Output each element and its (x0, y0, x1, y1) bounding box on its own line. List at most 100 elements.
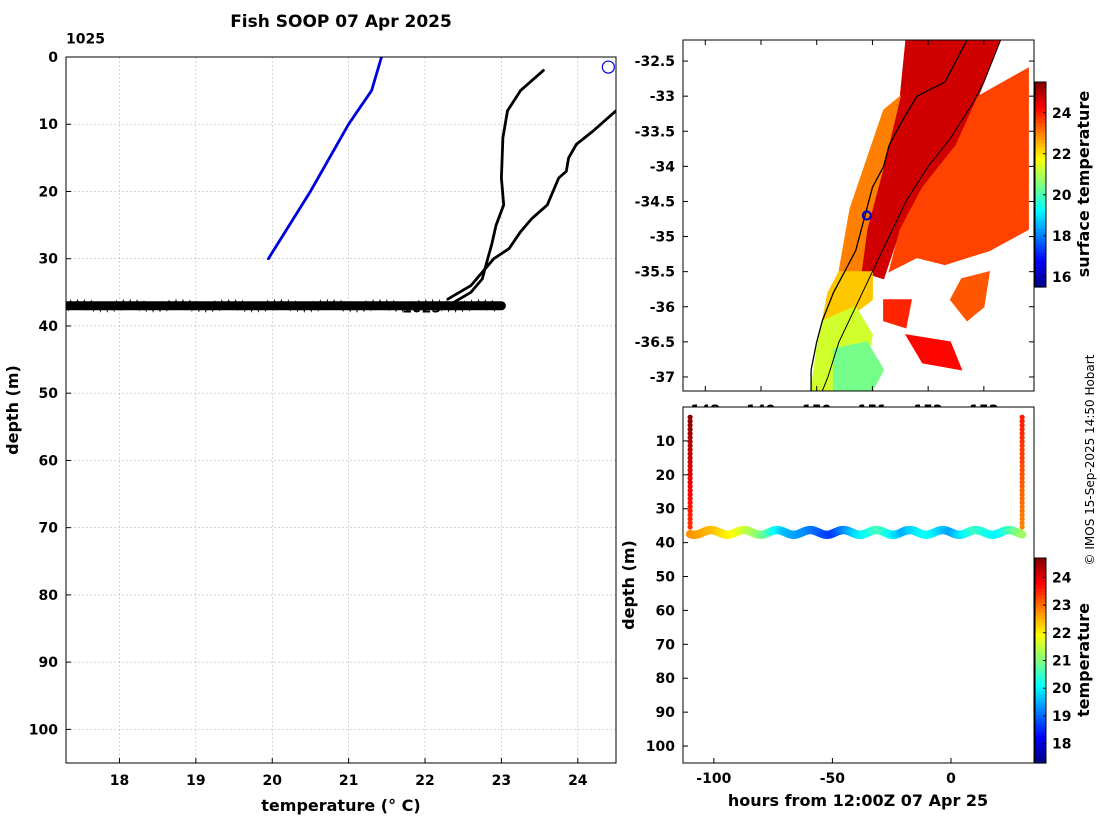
y-tick-label: 90 (39, 655, 59, 671)
profile-sample-point (1019, 487, 1025, 494)
profile-sample-point (687, 451, 693, 457)
ts-colorbar-swatch (1035, 646, 1046, 651)
map-colorbar-swatch (1035, 116, 1046, 121)
map-colorbar: 16 18 20 22 24 (1034, 81, 1072, 288)
map-colorbar-swatch (1035, 259, 1046, 264)
profile-sample-point (1019, 455, 1025, 461)
ts-y-tick-label: 60 (656, 603, 676, 619)
y-tick-label: 40 (39, 319, 59, 335)
map-colorbar-swatch (1035, 160, 1046, 165)
map-colorbar-swatch (1035, 205, 1046, 210)
profile-sample-point (1019, 463, 1025, 469)
profile-sample-point (687, 504, 693, 510)
ts-colorbar-swatch (1035, 725, 1046, 730)
profile-sample-point (687, 414, 693, 420)
map-colorbar-swatch (1035, 256, 1046, 261)
map-colorbar-swatch (1035, 88, 1046, 93)
profile-sample-point (1019, 434, 1025, 441)
map-colorbar-swatch (1035, 143, 1046, 148)
profile-sample-point (1019, 467, 1025, 473)
map-colorbar-swatch (1035, 218, 1046, 223)
profile-sample-point (1019, 475, 1025, 481)
profile-sample-point (687, 479, 693, 485)
profile-frame (65, 56, 617, 764)
map-colorbar-swatch (1035, 112, 1046, 117)
map-colorbar-swatch (1035, 177, 1046, 182)
ts-colorbar-swatch (1035, 660, 1046, 665)
map-colorbar-swatch (1035, 194, 1046, 199)
profile-sample-point (687, 430, 693, 437)
map-frame (682, 39, 1035, 392)
ts-colorbar-swatch (1035, 619, 1046, 624)
map-colorbar-swatch (1035, 150, 1046, 155)
ts-colorbar-tick-label: 20 (1052, 681, 1072, 697)
profile-sample-point (687, 467, 693, 473)
profile-sample-point (687, 447, 693, 453)
ts-colorbar-swatch (1035, 732, 1046, 737)
ts-colorbar-swatch (1035, 756, 1046, 761)
ts-y-tick-label: 40 (656, 536, 676, 552)
contour-label: 1025 (66, 32, 105, 48)
profile-sample-point (1019, 451, 1025, 457)
profile-sample-point (1019, 426, 1025, 432)
ts-colorbar-swatch (1035, 708, 1046, 713)
ts-colorbar-swatch (1035, 749, 1046, 754)
profile-sample-point (687, 438, 693, 445)
ts-colorbar-swatch (1035, 561, 1046, 566)
ts-colorbar-swatch (1035, 588, 1046, 593)
ts-colorbar-swatch (1035, 629, 1046, 634)
ts-colorbar-swatch (1035, 698, 1046, 703)
timeseries-frame (682, 406, 1035, 764)
y-tick-label: 100 (29, 722, 58, 738)
ts-colorbar-swatch (1035, 605, 1046, 610)
ts-colorbar-swatch (1035, 653, 1046, 658)
map-colorbar-swatch (1035, 119, 1046, 124)
sst-patch (888, 67, 1029, 273)
map-colorbar-swatch (1035, 82, 1046, 87)
timeseries-y-ticks: 10 20 30 40 50 60 70 80 90 100 (646, 434, 688, 755)
ts-y-tick-label: 50 (656, 570, 676, 586)
profile-sample-point (1019, 447, 1025, 453)
ts-colorbar-swatch (1035, 622, 1046, 627)
profile-sample-point (687, 487, 693, 494)
map-colorbar-swatch (1035, 208, 1046, 213)
profile-sample-point (687, 508, 693, 514)
sst-patch (883, 299, 913, 329)
profile-sample-point (1019, 422, 1025, 428)
profile-sample-point (687, 459, 693, 465)
ts-colorbar-swatch (1035, 670, 1046, 675)
map-colorbar-tick-label: 18 (1052, 229, 1071, 245)
profile-sample-point (687, 443, 693, 449)
ts-colorbar-swatch (1035, 691, 1046, 696)
tow-sample-point (1017, 530, 1027, 539)
map-colorbar-swatch (1035, 187, 1046, 192)
ts-colorbar-swatch (1035, 575, 1046, 580)
map-y-tick-label: -34.5 (635, 194, 675, 210)
ts-colorbar-swatch (1035, 667, 1046, 672)
y-tick-label: 10 (39, 117, 59, 133)
y-tick-label: 0 (48, 50, 58, 66)
profile-plot-area (66, 57, 616, 313)
ts-x-tick-label: -50 (820, 771, 846, 787)
map-colorbar-frame (1034, 81, 1047, 288)
contour-label: 1025 (402, 301, 441, 317)
ts-colorbar-swatch (1035, 609, 1046, 614)
profile-sample-point (1019, 443, 1025, 449)
timeseries-x-label: hours from 12:00Z 07 Apr 25 (728, 791, 988, 810)
profile-series-line (446, 69, 545, 308)
map-colorbar-swatch (1035, 232, 1046, 237)
ts-colorbar-swatch (1035, 602, 1046, 607)
map-colorbar-swatch (1035, 228, 1046, 233)
profile-sample-point (687, 471, 693, 477)
map-colorbar-swatch (1035, 269, 1046, 274)
map-colorbar-swatch (1035, 133, 1046, 138)
isobath-contour (821, 40, 1002, 391)
ts-colorbar-swatch (1035, 739, 1046, 744)
ts-colorbar-swatch (1035, 581, 1046, 586)
profile-sample-point (687, 520, 693, 526)
profile-x-ticks: 18 19 20 21 22 23 24 (110, 758, 588, 789)
ts-colorbar-swatch (1035, 711, 1046, 716)
map-colorbar-swatch (1035, 109, 1046, 114)
ts-colorbar-swatch (1035, 636, 1046, 641)
ts-y-tick-label: 20 (656, 468, 676, 484)
